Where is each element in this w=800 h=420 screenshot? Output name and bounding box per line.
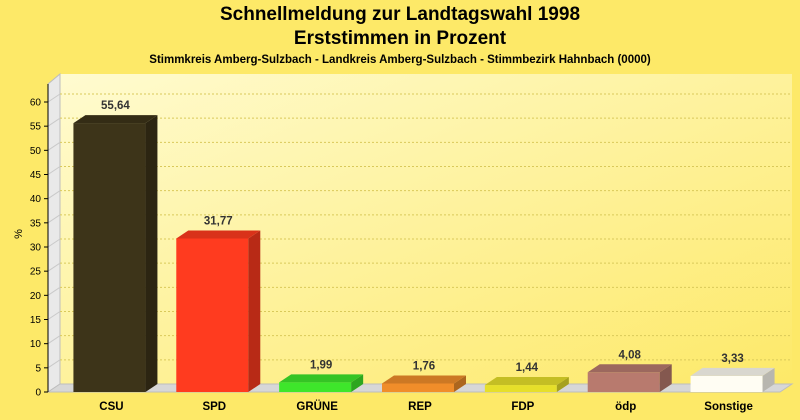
x-tick-label: SPD	[202, 401, 226, 413]
data-label: 1,76	[413, 360, 435, 372]
bar-ödp: 4,08	[587, 349, 672, 392]
bar-top	[73, 115, 158, 124]
bar-top	[176, 230, 261, 239]
x-tick-label: REP	[408, 401, 432, 413]
bar-front	[73, 123, 146, 392]
bar-top	[279, 374, 364, 383]
bar-csu: 55,64	[73, 100, 158, 392]
bar-side	[762, 367, 775, 392]
x-tick-label: ödp	[615, 401, 636, 413]
chart-subtitle: Erststimmen in Prozent	[293, 28, 507, 49]
bar-side	[145, 115, 158, 392]
bar-front	[484, 385, 557, 392]
data-label: 1,44	[516, 362, 539, 374]
y-tick-label: 45	[30, 170, 42, 181]
bar-side	[659, 364, 672, 392]
y-tick-label: 20	[30, 291, 42, 302]
bar-front	[382, 383, 454, 392]
y-tick-label: 55	[30, 122, 42, 133]
y-tick-label: 40	[30, 194, 42, 205]
data-label: 3,33	[721, 353, 743, 365]
y-tick-label: 15	[30, 315, 42, 326]
bar-front	[176, 238, 249, 392]
y-tick-label: 60	[30, 98, 42, 109]
bar-top	[587, 364, 672, 373]
y-tick-label: 5	[35, 363, 41, 374]
bar-fdp: 1,44	[484, 362, 569, 392]
bar-top	[690, 367, 775, 376]
chart-caption: Stimmkreis Amberg-Sulzbach - Landkreis A…	[149, 54, 651, 66]
y-tick-label: 50	[30, 146, 42, 157]
gridline-side	[47, 359, 61, 369]
x-tick-label: CSU	[99, 401, 123, 413]
data-label: 55,64	[101, 100, 130, 112]
x-tick-label: FDP	[511, 401, 534, 413]
data-label: 4,08	[619, 349, 642, 361]
bar-spd: 31,77	[176, 215, 261, 392]
y-tick-label: 25	[30, 267, 42, 278]
y-tick-label: 10	[30, 339, 42, 350]
gridline-side	[47, 286, 61, 296]
bar-sonstige: 3,33	[690, 353, 775, 392]
x-tick-label: Sonstige	[704, 401, 753, 413]
bar-front	[690, 375, 763, 392]
gridline-side	[47, 117, 61, 127]
bar-rep: 1,76	[382, 360, 466, 392]
gridline-side	[47, 238, 61, 248]
gridline-side	[47, 262, 61, 272]
gridline-side	[47, 335, 61, 345]
gridline-side	[47, 166, 61, 175]
y-axis-label: %	[13, 229, 25, 239]
gridline-side	[47, 141, 61, 151]
bar-grüne: 1,99	[279, 359, 364, 392]
bar-top	[484, 377, 569, 386]
plot-backwall	[60, 74, 792, 384]
y-tick-label: 35	[30, 218, 42, 229]
x-tick-label: GRÜNE	[296, 400, 338, 413]
gridline-side	[47, 214, 61, 224]
gridline-side	[47, 311, 61, 320]
bar-front	[279, 382, 352, 392]
bar-side	[248, 230, 261, 392]
bar-side	[556, 377, 569, 392]
gridline-side	[47, 190, 61, 200]
y-tick-label: 0	[35, 388, 41, 399]
bar-front	[587, 372, 660, 392]
y-tick-label: 30	[30, 243, 42, 254]
data-label: 31,77	[204, 215, 233, 227]
gridline-side	[47, 93, 61, 103]
bar-top	[382, 375, 466, 384]
data-label: 1,99	[310, 359, 332, 371]
chart-title: Schnellmeldung zur Landtagswahl 1998	[219, 4, 581, 25]
bar-side	[454, 375, 466, 392]
bar-side	[351, 374, 364, 392]
